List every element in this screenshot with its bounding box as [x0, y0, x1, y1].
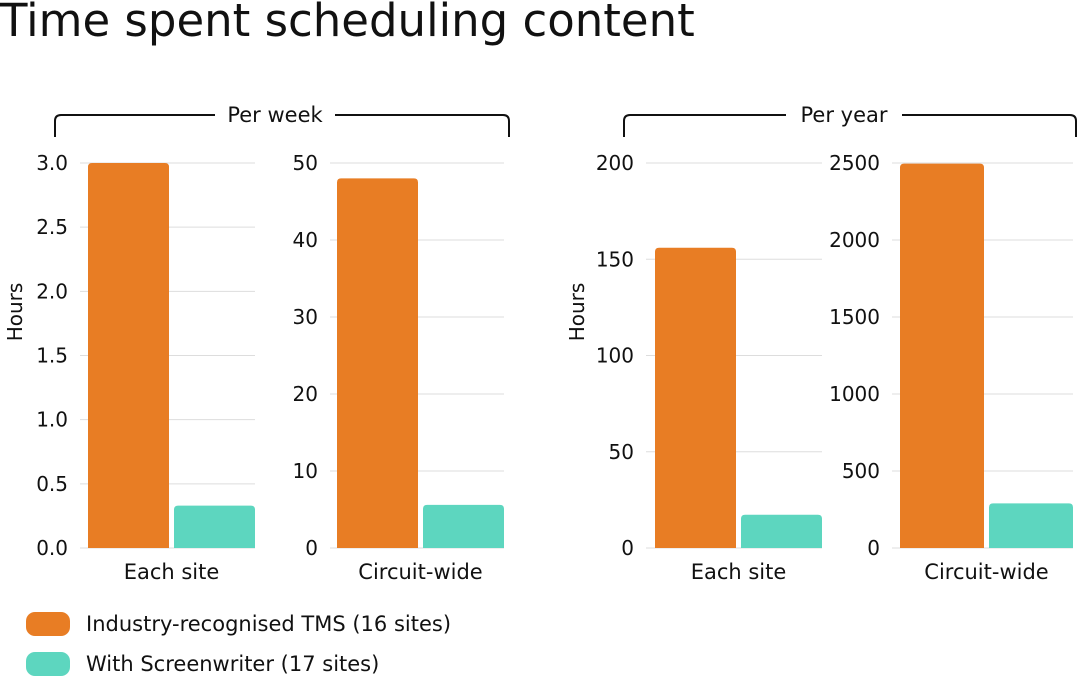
x-category-label: Circuit-wide [358, 560, 482, 584]
y-tick-label: 2000 [829, 228, 880, 252]
y-tick-label: 1.5 [36, 344, 68, 368]
bar-screenwriter [989, 503, 1073, 548]
y-tick-label: 2.0 [36, 279, 68, 303]
y-tick-label: 0 [305, 536, 318, 560]
y-tick-label: 40 [293, 228, 318, 252]
bar-tms [88, 163, 169, 548]
legend-swatch-tms [26, 612, 70, 636]
y-tick-label: 500 [842, 459, 880, 483]
bar-tms [900, 163, 984, 548]
bar-screenwriter [741, 514, 822, 548]
y-tick-label: 200 [596, 151, 634, 175]
y-tick-label: 1.0 [36, 408, 68, 432]
legend-item-screenwriter: With Screenwriter (17 sites) [26, 644, 451, 684]
y-tick-label: 30 [293, 305, 318, 329]
legend-item-tms: Industry-recognised TMS (16 sites) [26, 604, 451, 644]
y-tick-label: 0 [621, 536, 634, 560]
y-tick-label: 0.0 [36, 536, 68, 560]
legend-label-screenwriter: With Screenwriter (17 sites) [86, 652, 380, 676]
group-label: Per week [227, 103, 323, 127]
bar-screenwriter [174, 505, 255, 548]
y-tick-label: 3.0 [36, 151, 68, 175]
legend-label-tms: Industry-recognised TMS (16 sites) [86, 612, 452, 636]
y-tick-label: 20 [293, 382, 318, 406]
legend-swatch-screenwriter [26, 652, 70, 676]
x-category-label: Circuit-wide [924, 560, 1048, 584]
y-tick-label: 10 [293, 459, 318, 483]
legend: Industry-recognised TMS (16 sites) With … [26, 604, 451, 684]
y-tick-label: 2.5 [36, 215, 68, 239]
y-tick-label: 100 [596, 344, 634, 368]
x-category-label: Each site [691, 560, 787, 584]
y-tick-label: 2500 [829, 151, 880, 175]
y-tick-label: 1500 [829, 305, 880, 329]
y-axis-label: Hours [3, 283, 27, 342]
group-bracket [54, 114, 510, 137]
chart-title: Time spent scheduling content [0, 0, 695, 47]
y-tick-label: 0 [867, 536, 880, 560]
bar-tms [655, 247, 736, 548]
group-bracket [623, 114, 1077, 137]
y-axis-label: Hours [565, 283, 589, 342]
bar-tms [337, 178, 418, 548]
y-tick-label: 0.5 [36, 472, 68, 496]
y-tick-label: 50 [293, 151, 318, 175]
x-category-label: Each site [124, 560, 220, 584]
y-tick-label: 150 [596, 247, 634, 271]
group-label: Per year [801, 103, 888, 127]
bar-screenwriter [423, 504, 504, 548]
y-tick-label: 50 [609, 440, 634, 464]
y-tick-label: 1000 [829, 382, 880, 406]
